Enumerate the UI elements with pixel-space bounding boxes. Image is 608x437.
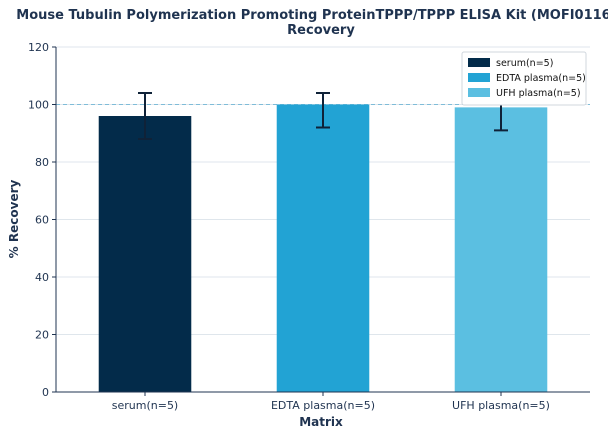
y-axis-title: % Recovery [7, 180, 21, 259]
x-tick-label: EDTA plasma(n=5) [271, 399, 375, 412]
legend-label: EDTA plasma(n=5) [496, 73, 586, 84]
y-tick-label: 40 [35, 271, 49, 284]
legend-swatch [468, 58, 490, 67]
y-tick-label: 20 [35, 329, 49, 342]
y-tick-label: 0 [42, 386, 49, 399]
legend-label: UFH plasma(n=5) [496, 88, 581, 99]
y-tick-label: 60 [35, 214, 49, 227]
bar [454, 107, 548, 392]
axes: 0 20 40 60 80 100 120 serum(n=5) EDTA plasma(n=5… [28, 41, 590, 412]
chart-subtitle: Recovery [287, 23, 355, 38]
chart-title: Mouse Tubulin Polymerization Promoting P… [16, 8, 608, 23]
bar [276, 104, 370, 392]
y-tick-label: 100 [28, 99, 49, 112]
y-tick-label: 120 [28, 41, 49, 54]
legend: serum(n=5) EDTA plasma(n=5) UFH plasma(n=5… [461, 51, 587, 106]
bar [98, 116, 192, 392]
legend-box [461, 51, 587, 106]
x-tick-label: UFH plasma(n=5) [452, 399, 550, 412]
x-tick-label: serum(n=5) [112, 399, 178, 412]
bars [98, 104, 548, 392]
y-tick-label: 80 [35, 156, 49, 169]
legend-swatch [468, 88, 490, 97]
legend-label: serum(n=5) [496, 58, 553, 69]
x-axis-title: Matrix [299, 415, 343, 429]
legend-swatch [468, 73, 490, 82]
